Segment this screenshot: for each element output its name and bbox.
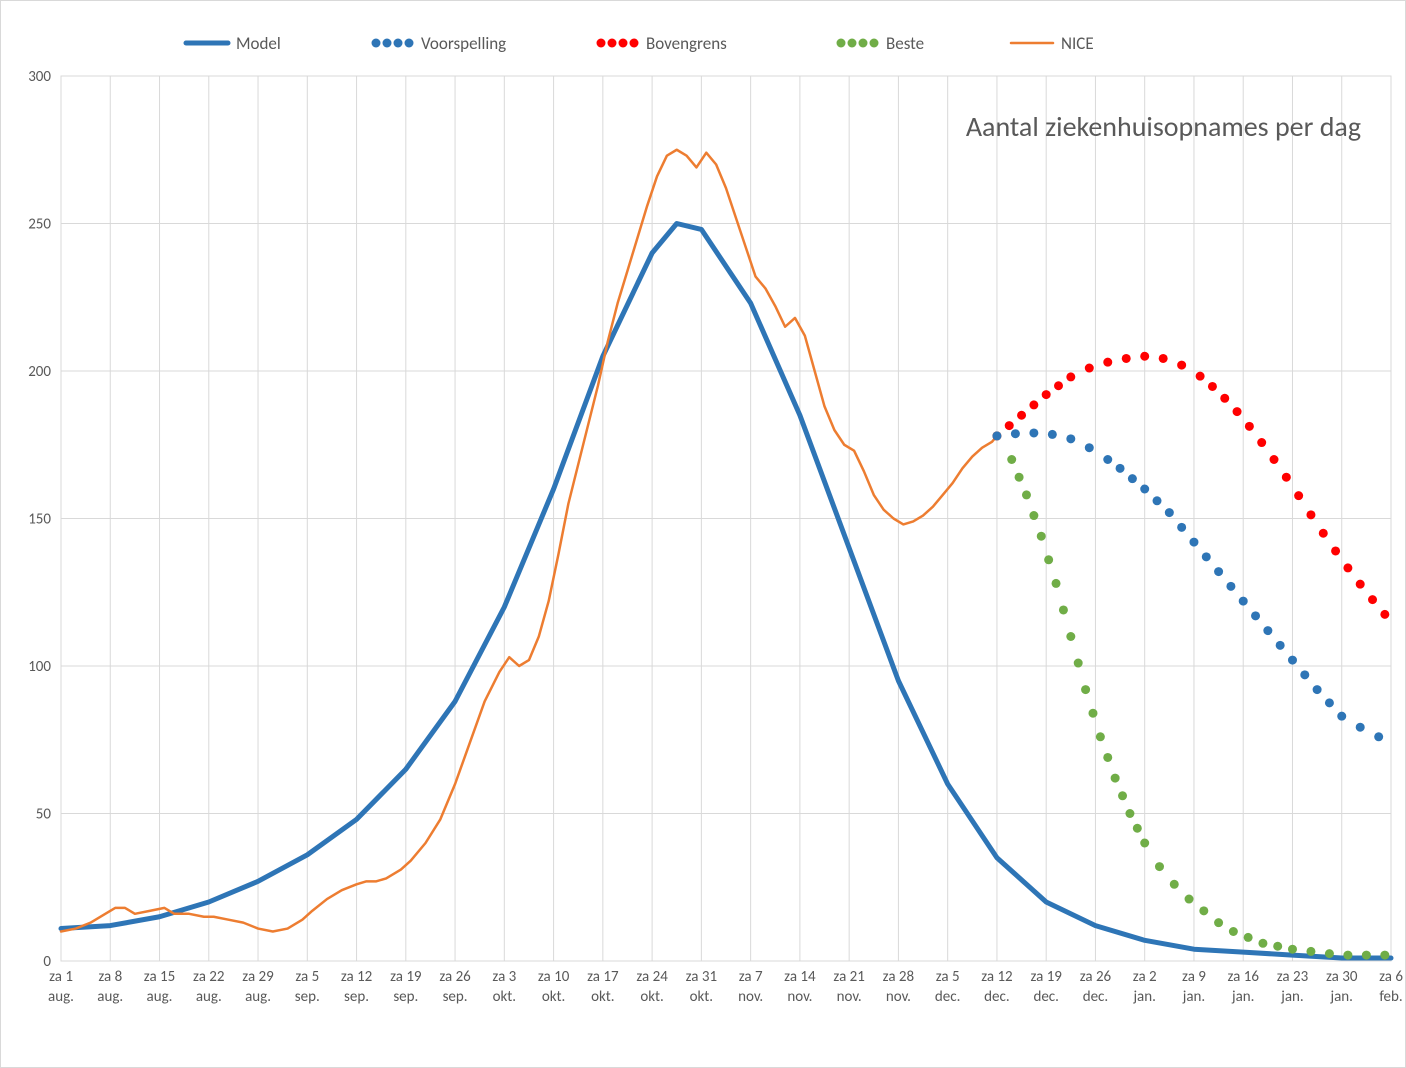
- x-tick-label-line1: za 31: [686, 968, 717, 986]
- y-tick-label: 150: [28, 511, 51, 529]
- x-tick-label-line2: aug.: [48, 988, 74, 1006]
- x-tick-label-line2: okt.: [690, 988, 713, 1006]
- chart: 050100150200250300za 1aug.za 8aug.za 15a…: [1, 1, 1405, 1067]
- legend-swatch-series-voorspelling: [372, 39, 381, 48]
- x-tick-label-line2: jan.: [1231, 988, 1254, 1006]
- legend-swatch-series-voorspelling: [383, 39, 392, 48]
- x-tick-label-line1: za 5: [936, 968, 960, 986]
- x-tick-label-line2: feb.: [1379, 988, 1402, 1006]
- legend-swatch-series-beste: [837, 39, 846, 48]
- x-tick-label-line2: aug.: [245, 988, 271, 1006]
- x-tick-label-line2: jan.: [1330, 988, 1353, 1006]
- legend-label: Beste: [886, 33, 924, 54]
- x-tick-label-line2: dec.: [935, 988, 960, 1006]
- x-tick-label-line1: za 6: [1379, 968, 1403, 986]
- x-tick-label-line2: jan.: [1280, 988, 1303, 1006]
- x-tick-label-line2: sep.: [295, 988, 320, 1006]
- x-tick-label-line1: za 23: [1277, 968, 1309, 986]
- x-tick-label-line1: za 12: [981, 968, 1012, 986]
- x-tick-label-line1: za 12: [341, 968, 372, 986]
- legend-swatch-series-beste: [870, 39, 879, 48]
- x-tick-label-line2: jan.: [1182, 988, 1205, 1006]
- x-tick-label-line2: aug.: [196, 988, 222, 1006]
- x-tick-label-line1: za 16: [1227, 968, 1259, 986]
- legend-swatch-series-bovengrens: [608, 39, 617, 48]
- x-tick-label-line1: za 30: [1326, 968, 1358, 986]
- x-tick-label-line1: za 1: [49, 968, 73, 986]
- x-tick-label-line1: za 17: [587, 968, 619, 986]
- x-tick-label-line1: za 8: [98, 968, 122, 986]
- x-tick-label-line1: za 14: [784, 968, 816, 986]
- x-tick-label-line1: za 26: [439, 968, 471, 986]
- legend-swatch-series-bovengrens: [597, 39, 606, 48]
- x-tick-label-line1: za 19: [390, 968, 422, 986]
- x-tick-label-line2: okt.: [640, 988, 663, 1006]
- x-tick-label-line2: nov.: [738, 988, 763, 1006]
- x-tick-label-line2: nov.: [787, 988, 812, 1006]
- x-tick-label-line1: za 26: [1080, 968, 1112, 986]
- chart-title: Aantal ziekenhuisopnames per dag: [966, 109, 1361, 144]
- x-tick-label-line1: za 9: [1182, 968, 1206, 986]
- x-tick-label-line2: nov.: [886, 988, 911, 1006]
- x-tick-label-line1: za 29: [242, 968, 274, 986]
- legend-label: Voorspelling: [421, 33, 506, 54]
- legend: Model Voorspelling Bovengrens Beste NICE: [186, 33, 1094, 54]
- x-tick-label-line2: sep.: [443, 988, 468, 1006]
- x-tick-label-line2: okt.: [591, 988, 614, 1006]
- x-tick-label-line2: dec.: [984, 988, 1009, 1006]
- legend-swatch-series-beste: [859, 39, 868, 48]
- x-tick-label-line1: za 10: [538, 968, 570, 986]
- y-tick-label: 100: [28, 658, 51, 676]
- y-tick-label: 50: [36, 806, 52, 824]
- x-tick-label-line1: za 22: [193, 968, 224, 986]
- x-tick-label-line1: za 7: [739, 968, 763, 986]
- legend-swatch-series-beste: [848, 39, 857, 48]
- x-tick-label-line1: za 2: [1133, 968, 1157, 986]
- x-tick-label-line2: sep.: [393, 988, 418, 1006]
- y-tick-label: 200: [28, 363, 51, 381]
- x-tick-label-line2: nov.: [837, 988, 862, 1006]
- legend-swatch-series-voorspelling: [405, 39, 414, 48]
- legend-swatch-series-bovengrens: [630, 39, 639, 48]
- y-tick-label: 300: [28, 68, 51, 86]
- x-tick-label-line1: za 21: [833, 968, 864, 986]
- x-tick-label-line2: aug.: [97, 988, 123, 1006]
- legend-label: Model: [236, 33, 281, 54]
- x-tick-label-line2: okt.: [493, 988, 516, 1006]
- x-tick-label-line1: za 24: [636, 968, 668, 986]
- x-tick-label-line2: jan.: [1132, 988, 1155, 1006]
- x-tick-label-line2: dec.: [1033, 988, 1058, 1006]
- x-tick-label-line1: za 19: [1030, 968, 1062, 986]
- x-tick-label-line2: okt.: [542, 988, 565, 1006]
- x-tick-label-line1: za 5: [295, 968, 319, 986]
- x-tick-label-line1: za 28: [883, 968, 914, 986]
- legend-label: NICE: [1061, 33, 1094, 54]
- legend-label: Bovengrens: [646, 33, 727, 54]
- y-tick-label: 250: [28, 216, 51, 234]
- x-tick-label-line1: za 15: [144, 968, 175, 986]
- legend-swatch-series-voorspelling: [394, 39, 403, 48]
- x-tick-label-line1: za 3: [492, 968, 516, 986]
- x-tick-label-line2: aug.: [147, 988, 173, 1006]
- x-tick-label-line2: sep.: [344, 988, 369, 1006]
- legend-swatch-series-bovengrens: [619, 39, 628, 48]
- x-tick-label-line2: dec.: [1083, 988, 1108, 1006]
